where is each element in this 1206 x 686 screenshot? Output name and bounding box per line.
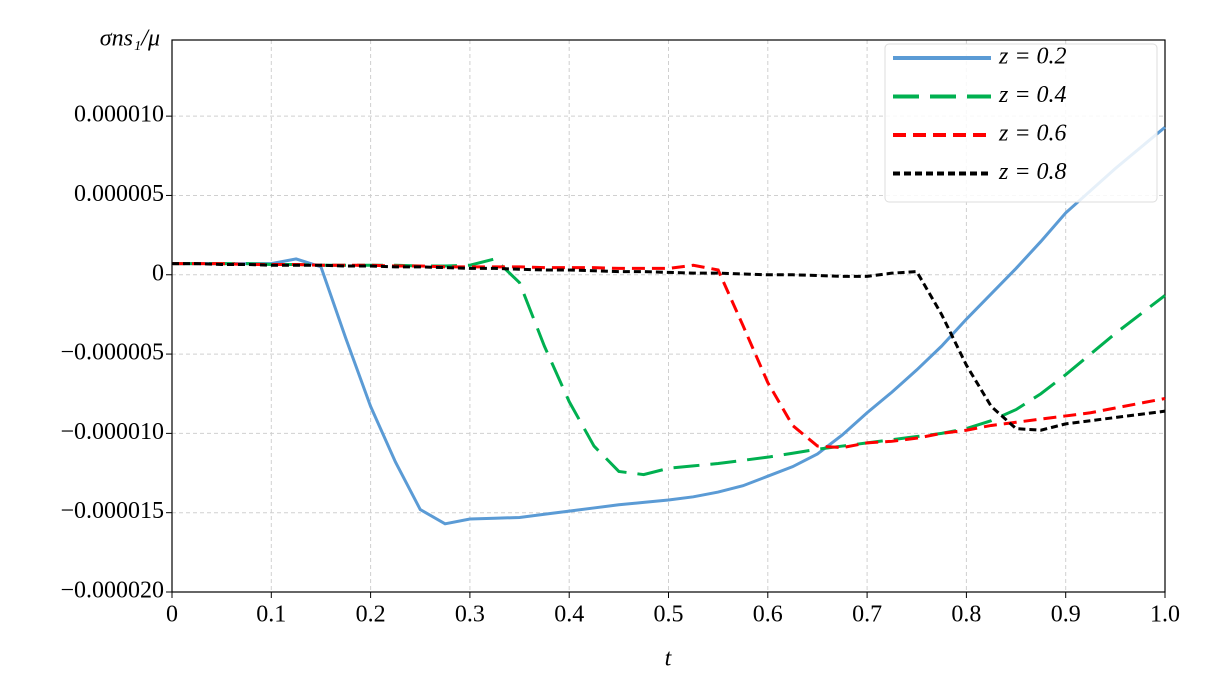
x-tick-label: 0.6 [753, 602, 783, 628]
series-line [172, 262, 1166, 432]
y-tick-label: −0.000020 [60, 578, 164, 604]
legend-label: z = 0.8 [998, 159, 1067, 185]
y-tick-label: −0.000005 [60, 340, 164, 366]
plot-frame [171, 39, 1166, 593]
x-tick-label: 0.8 [951, 602, 981, 628]
x-tick-label: 0.9 [1051, 602, 1081, 628]
x-tick-label: 0 [166, 602, 178, 628]
legend-label: z = 0.4 [998, 82, 1067, 108]
legend-label: z = 0.2 [998, 44, 1067, 70]
x-tick-label: 0.3 [455, 602, 485, 628]
x-tick-label: 0.1 [256, 602, 286, 628]
y-tick-label: −0.000010 [60, 419, 164, 445]
legend-box [884, 43, 1158, 203]
y-tick-label: −0.000015 [60, 498, 164, 524]
x-tick-label: 0.5 [654, 602, 684, 628]
y-axis-label: σns₁/μ [100, 26, 160, 52]
x-axis-label: t [665, 646, 673, 672]
x-tick-label: 0.2 [356, 602, 386, 628]
y-tick-label: 0.000010 [74, 102, 164, 128]
series-line [172, 126, 1166, 526]
x-tick-label: 0.7 [852, 602, 882, 628]
x-tick-label: 0.4 [554, 602, 584, 628]
x-tick-label: 1.0 [1150, 602, 1180, 628]
y-tick-label: 0 [152, 260, 164, 286]
y-tick-label: 0.000005 [74, 181, 164, 207]
legend-label: z = 0.6 [998, 121, 1067, 147]
